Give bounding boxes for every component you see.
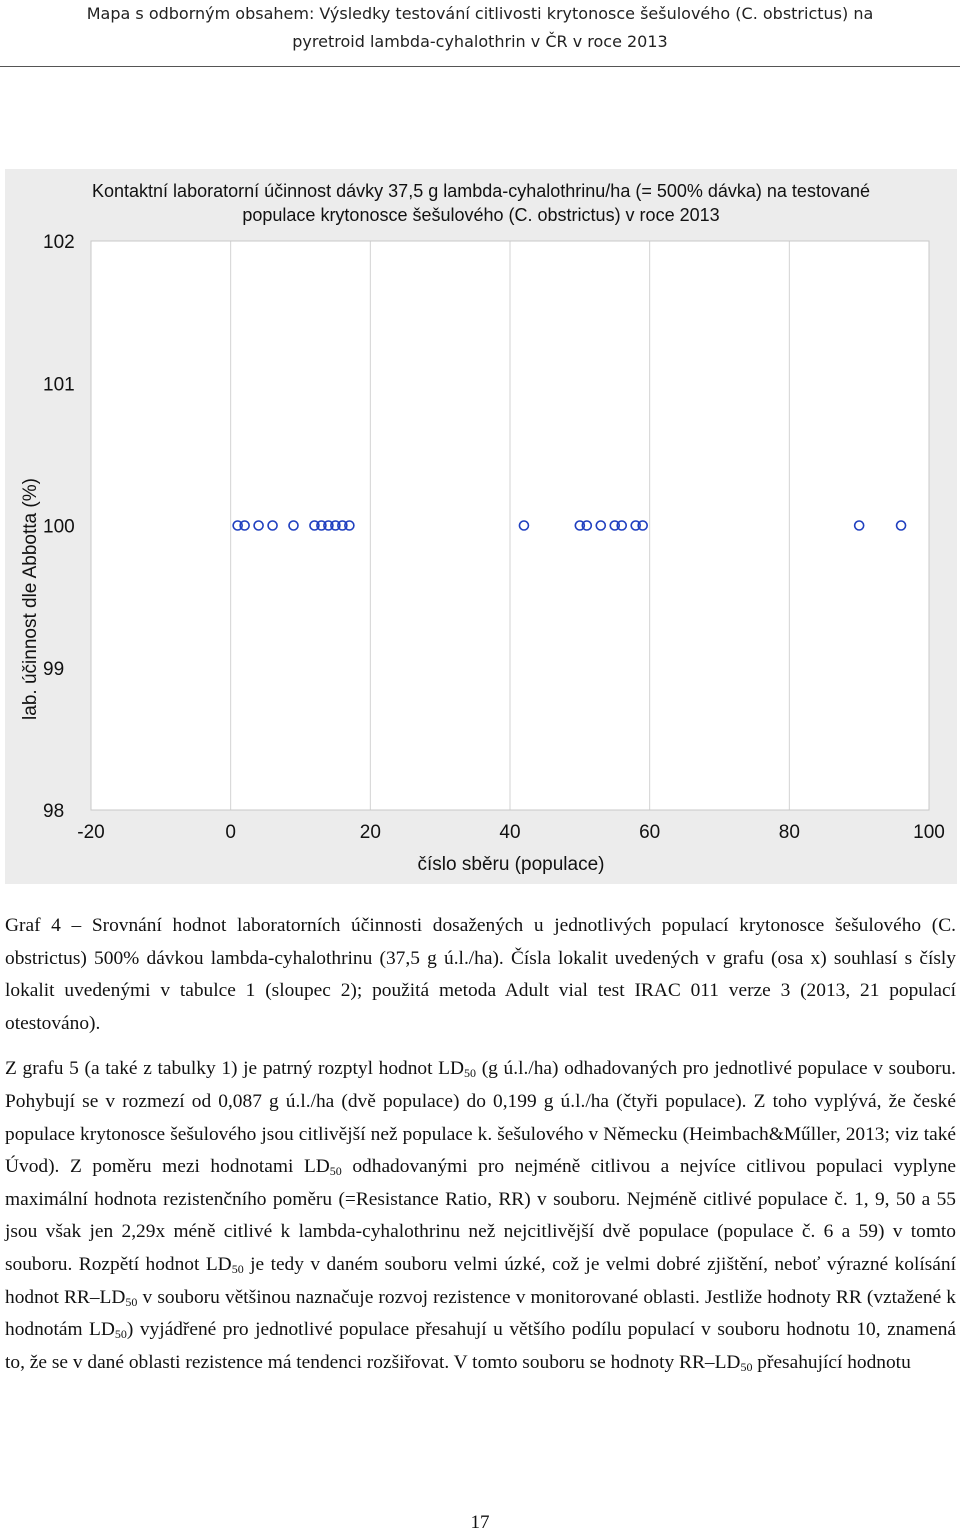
data-point — [595, 520, 607, 531]
data-point — [337, 520, 348, 531]
x-tick-label: -20 — [77, 822, 104, 843]
text-run: přesahující hodnotu — [752, 1351, 911, 1373]
y-tick-label: 101 — [43, 374, 75, 395]
data-point — [637, 520, 648, 531]
chart-title: Kontaktní laboratorní účinnost dávky 37,… — [5, 179, 957, 227]
data-point — [344, 520, 355, 531]
x-tick-label: 40 — [499, 822, 520, 843]
data-point — [288, 520, 299, 531]
running-header-line1: Mapa s odborným obsahem: Výsledky testov… — [86, 4, 874, 23]
data-point — [581, 520, 593, 531]
text-run: je tedy v daném souboru velmi úzké, což … — [5, 1253, 956, 1308]
y-tick-label: 99 — [43, 659, 64, 680]
x-tick-label: 60 — [639, 822, 660, 843]
data-point — [267, 520, 278, 531]
data-point — [253, 520, 264, 531]
scatter-chart: 98 99 100 101 102 -20 0 20 40 60 80 100 — [43, 232, 945, 843]
text-run: odhadovanými pro nejméně citlivou a nejv… — [5, 1156, 957, 1275]
y-tick-label: 98 — [43, 801, 64, 822]
y-tick-label: 102 — [43, 232, 75, 253]
data-point — [239, 520, 250, 531]
data-point — [609, 520, 621, 531]
text-run: Z grafu 5 (a také z tabulky 1) je patrný… — [5, 1058, 465, 1080]
plot-border — [90, 240, 930, 811]
header-divider — [0, 66, 960, 67]
subscript: 50 — [125, 1294, 138, 1309]
chart-figure: 98 99 100 101 102 -20 0 20 40 60 80 100 Kontaktní l… — [5, 169, 957, 884]
data-point — [853, 520, 865, 531]
body-text: Graf 4 – Srovnání hodnot laboratorních ú… — [5, 910, 956, 1379]
running-header-line2: pyretroid lambda-cyhalothrin v ČR v roce… — [292, 32, 668, 51]
text-run: ) vyjádřené pro jednotlivé populace přes… — [5, 1319, 956, 1373]
ld50-paragraph: Z grafu 5 (a také z tabulky 1) je patrný… — [5, 1053, 956, 1379]
text-run: v souboru většinou naznačuje rozvoj rezi… — [5, 1286, 956, 1341]
subscript: 50 — [740, 1359, 753, 1374]
data-point — [309, 520, 320, 531]
running-header: Mapa s odborným obsahem: Výsledky testov… — [0, 0, 960, 56]
data-point — [630, 520, 642, 531]
figure-caption-paragraph: Graf 4 – Srovnání hodnot laboratorních ú… — [5, 915, 956, 1034]
y-axis-label: lab. účinnost dle Abbotta (%) — [20, 478, 41, 720]
x-tick-label: 100 — [913, 822, 945, 843]
subscript: 50 — [231, 1261, 244, 1276]
x-tick-label: 0 — [225, 822, 236, 843]
data-point — [518, 520, 530, 531]
data-point — [574, 520, 586, 531]
text-run: (g ú.l./ha) odhadovaných pro jednotlivé … — [5, 1058, 957, 1178]
chart-title-line2: populace krytonosce šešulového (C. obstr… — [242, 205, 720, 225]
chart-title-line1: Kontaktní laboratorní účinnost dávky 37,… — [92, 181, 870, 201]
data-point — [232, 520, 243, 531]
x-axis-label: číslo sběru (populace) — [417, 854, 605, 875]
y-tick-label: 100 — [43, 517, 75, 538]
subscript: 50 — [114, 1327, 127, 1342]
data-point — [330, 520, 341, 531]
data-point — [895, 520, 907, 531]
x-tick-label: 80 — [779, 822, 800, 843]
data-point — [323, 520, 334, 531]
subscript: 50 — [464, 1066, 477, 1081]
page-number: 17 — [470, 1512, 490, 1533]
x-tick-label: 20 — [360, 822, 381, 843]
data-point — [616, 520, 628, 531]
data-point — [316, 520, 327, 531]
subscript: 50 — [329, 1164, 342, 1179]
